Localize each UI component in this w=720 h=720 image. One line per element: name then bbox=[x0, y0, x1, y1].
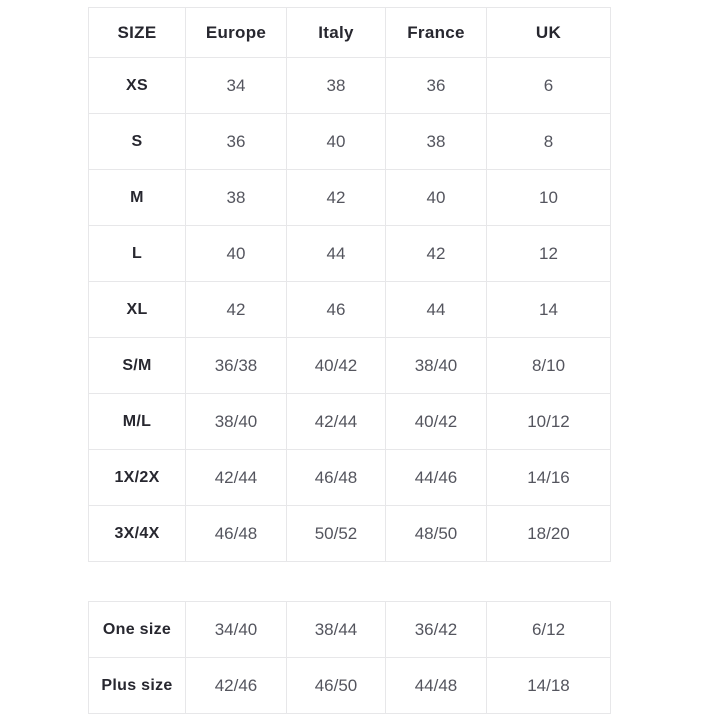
value-cell: 10 bbox=[486, 169, 611, 226]
table-row: One size 34/40 38/44 36/42 6/12 bbox=[88, 601, 611, 658]
table-row: M/L 38/40 42/44 40/42 10/12 bbox=[88, 393, 611, 450]
value-cell: 10/12 bbox=[486, 393, 611, 450]
value-cell: 38 bbox=[385, 113, 487, 170]
value-cell: 14 bbox=[486, 281, 611, 338]
value-cell: 42/46 bbox=[185, 657, 287, 714]
value-cell: 40 bbox=[185, 225, 287, 282]
row-label-cell: 3X/4X bbox=[88, 505, 186, 562]
value-cell: 48/50 bbox=[385, 505, 487, 562]
row-label-cell: One size bbox=[88, 601, 186, 658]
value-cell: 44/46 bbox=[385, 449, 487, 506]
column-header: Europe bbox=[185, 7, 287, 58]
value-cell: 44/48 bbox=[385, 657, 487, 714]
value-cell: 50/52 bbox=[286, 505, 386, 562]
table-row: 3X/4X 46/48 50/52 48/50 18/20 bbox=[88, 505, 611, 562]
value-cell: 36 bbox=[185, 113, 287, 170]
value-cell: 14/18 bbox=[486, 657, 611, 714]
value-cell: 38/40 bbox=[385, 337, 487, 394]
row-label-cell: XL bbox=[88, 281, 186, 338]
value-cell: 46/48 bbox=[286, 449, 386, 506]
row-label-cell: M/L bbox=[88, 393, 186, 450]
table-row: L 40 44 42 12 bbox=[88, 225, 611, 282]
value-cell: 34/40 bbox=[185, 601, 287, 658]
value-cell: 36 bbox=[385, 57, 487, 114]
value-cell: 36/42 bbox=[385, 601, 487, 658]
table-row: S 36 40 38 8 bbox=[88, 113, 611, 170]
value-cell: 46 bbox=[286, 281, 386, 338]
value-cell: 38/40 bbox=[185, 393, 287, 450]
special-sizes-table: One size 34/40 38/44 36/42 6/12 Plus size 42/4… bbox=[88, 601, 611, 714]
value-cell: 38 bbox=[286, 57, 386, 114]
value-cell: 6 bbox=[486, 57, 611, 114]
table-row: XS 34 38 36 6 bbox=[88, 57, 611, 114]
value-cell: 42 bbox=[385, 225, 487, 282]
table-body: One size 34/40 38/44 36/42 6/12 Plus size 42/4… bbox=[88, 601, 611, 714]
table-row: S/M 36/38 40/42 38/40 8/10 bbox=[88, 337, 611, 394]
value-cell: 18/20 bbox=[486, 505, 611, 562]
value-cell: 8 bbox=[486, 113, 611, 170]
row-label-cell: 1X/2X bbox=[88, 449, 186, 506]
value-cell: 14/16 bbox=[486, 449, 611, 506]
value-cell: 40 bbox=[385, 169, 487, 226]
value-cell: 46/50 bbox=[286, 657, 386, 714]
value-cell: 38 bbox=[185, 169, 287, 226]
value-cell: 38/44 bbox=[286, 601, 386, 658]
column-header: Italy bbox=[286, 7, 386, 58]
value-cell: 44 bbox=[286, 225, 386, 282]
value-cell: 42 bbox=[286, 169, 386, 226]
value-cell: 42/44 bbox=[185, 449, 287, 506]
column-header: France bbox=[385, 7, 487, 58]
row-label-cell: Plus size bbox=[88, 657, 186, 714]
value-cell: 40 bbox=[286, 113, 386, 170]
value-cell: 12 bbox=[486, 225, 611, 282]
size-conversion-table: SIZE Europe Italy France UK XS 34 38 36 6 S 36 40 38… bbox=[88, 7, 611, 562]
row-label-cell: S/M bbox=[88, 337, 186, 394]
value-cell: 42/44 bbox=[286, 393, 386, 450]
row-label-cell: L bbox=[88, 225, 186, 282]
value-cell: 44 bbox=[385, 281, 487, 338]
value-cell: 34 bbox=[185, 57, 287, 114]
table-header: SIZE Europe Italy France UK bbox=[88, 7, 611, 58]
row-label-cell: S bbox=[88, 113, 186, 170]
value-cell: 46/48 bbox=[185, 505, 287, 562]
value-cell: 6/12 bbox=[486, 601, 611, 658]
value-cell: 40/42 bbox=[286, 337, 386, 394]
value-cell: 8/10 bbox=[486, 337, 611, 394]
row-label-cell: XS bbox=[88, 57, 186, 114]
table-row: M 38 42 40 10 bbox=[88, 169, 611, 226]
row-label-cell: M bbox=[88, 169, 186, 226]
value-cell: 36/38 bbox=[185, 337, 287, 394]
table-row: Plus size 42/46 46/50 44/48 14/18 bbox=[88, 657, 611, 714]
value-cell: 42 bbox=[185, 281, 287, 338]
table-body: XS 34 38 36 6 S 36 40 38 8 M 38 42 40 10 L 40 44 42 12 XL 42 4… bbox=[88, 57, 611, 562]
table-row: 1X/2X 42/44 46/48 44/46 14/16 bbox=[88, 449, 611, 506]
column-header: UK bbox=[486, 7, 611, 58]
value-cell: 40/42 bbox=[385, 393, 487, 450]
header-row: SIZE Europe Italy France UK bbox=[88, 7, 611, 58]
column-header: SIZE bbox=[88, 7, 186, 58]
table-row: XL 42 46 44 14 bbox=[88, 281, 611, 338]
